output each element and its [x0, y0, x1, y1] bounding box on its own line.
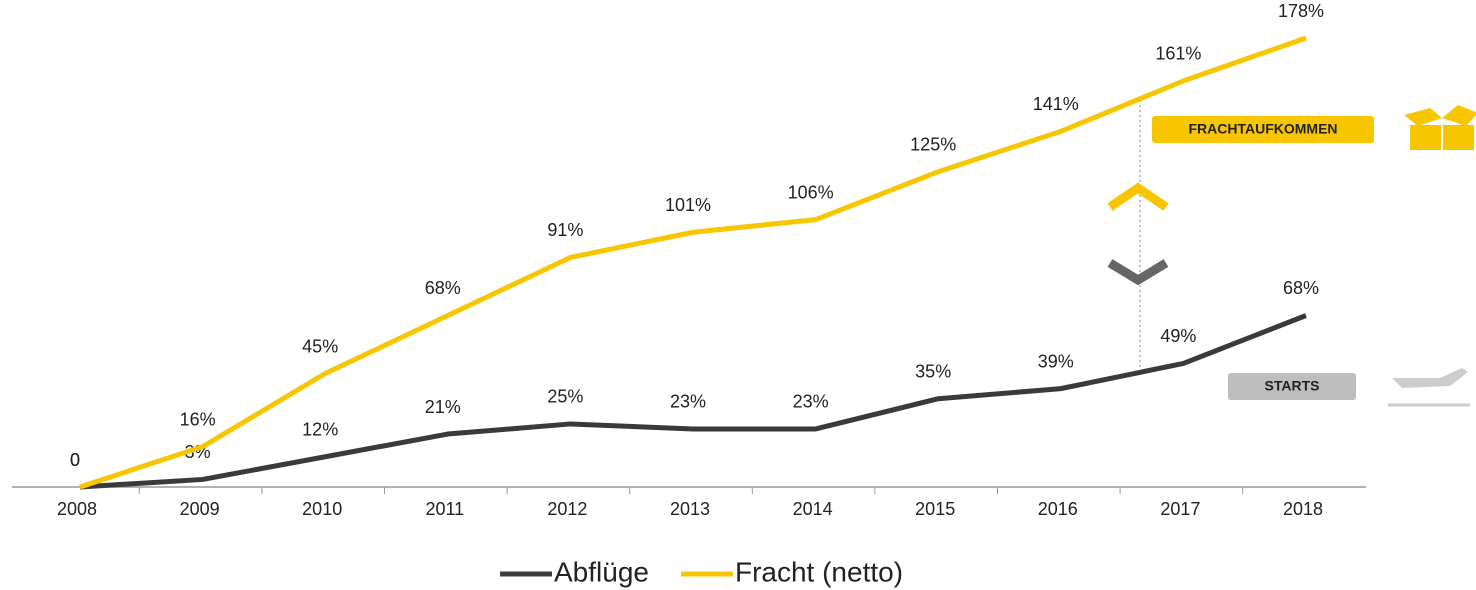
annotation-box [1228, 373, 1356, 400]
legend: Abflüge Fracht (netto) [500, 556, 903, 587]
x-tick-label: 2013 [670, 499, 710, 519]
data-label: 68% [425, 278, 461, 298]
data-label: 0 [70, 450, 80, 470]
x-tick-label: 2015 [915, 499, 955, 519]
data-label: 45% [302, 336, 338, 356]
data-label: 21% [425, 397, 461, 417]
data-label: 106% [788, 182, 834, 202]
data-label: 141% [1033, 94, 1079, 114]
data-label: 16% [180, 409, 216, 429]
data-label: 39% [1038, 351, 1074, 371]
annotation: FRACHTAUFKOMMEN [1188, 121, 1337, 137]
data-label: 49% [1160, 326, 1196, 346]
data-label: 91% [547, 220, 583, 240]
line [79, 313, 1307, 490]
x-tick-label: 2011 [425, 499, 464, 519]
x-tick-label: 2018 [1283, 499, 1323, 519]
box-icon [1404, 105, 1476, 150]
x-tick-label: 2014 [793, 499, 833, 519]
data-label: 125% [910, 134, 956, 154]
down-chevron [1107, 259, 1169, 286]
data-label: 161% [1155, 44, 1201, 64]
x-tick-label: 2012 [547, 499, 587, 519]
plane-icon [1388, 368, 1470, 407]
data-label: 25% [547, 387, 583, 407]
line [79, 35, 1307, 490]
data-label: 35% [915, 361, 951, 381]
up-chevron [1107, 182, 1169, 211]
data-label: 23% [670, 392, 706, 412]
data-label: 68% [1283, 278, 1319, 298]
annotation-box [1152, 116, 1374, 143]
data-label: 23% [793, 392, 829, 412]
annotation: STARTS [1265, 378, 1320, 394]
legend-label: Fracht (netto) [735, 556, 903, 587]
data-label: 178% [1278, 1, 1324, 21]
data-label: 0 [70, 450, 80, 470]
x-tick-label: 2008 [57, 499, 97, 519]
x-tick-label: 2016 [1038, 499, 1078, 519]
x-tick-label: 2017 [1160, 499, 1200, 519]
x-tick-label: 2009 [180, 499, 220, 519]
x-tick-label: 2010 [302, 499, 342, 519]
data-label: 12% [302, 419, 338, 439]
data-label: 101% [665, 195, 711, 215]
legend-label: Abflüge [554, 556, 649, 587]
